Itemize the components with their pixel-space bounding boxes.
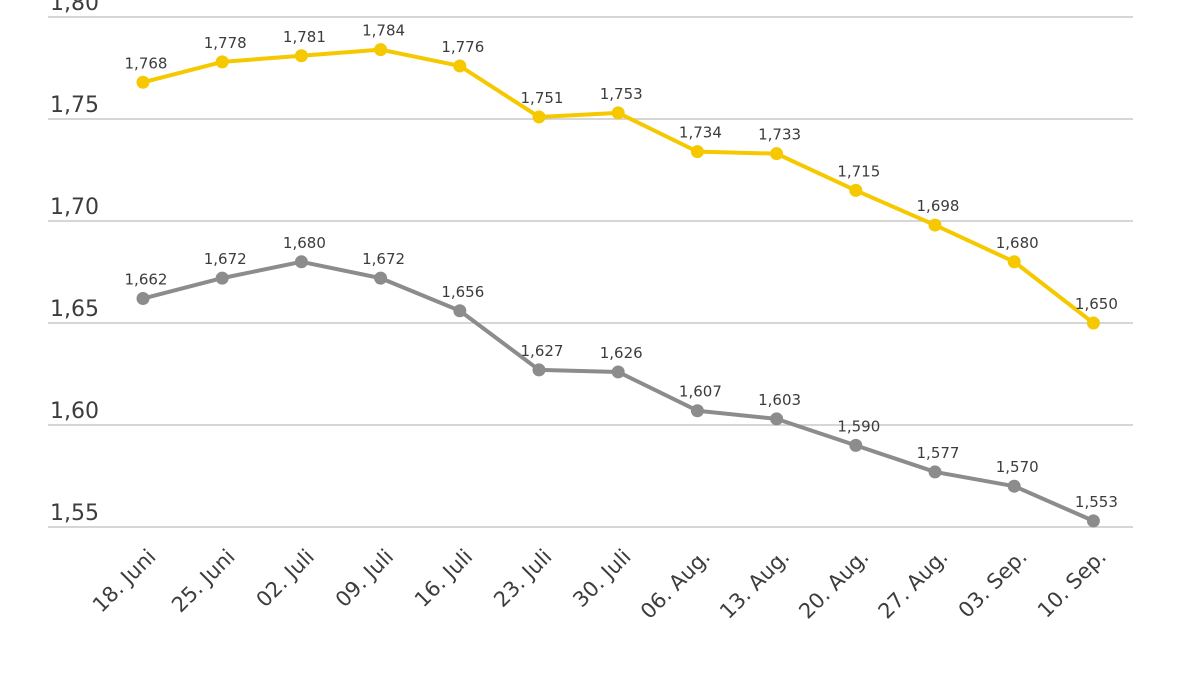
x-tick-label: 10. Sep. bbox=[1033, 545, 1111, 623]
y-tick-label: 1,55 bbox=[50, 501, 99, 526]
y-tick-label: 1,70 bbox=[50, 195, 99, 220]
data-point bbox=[1007, 479, 1021, 493]
data-label: 1,734 bbox=[679, 124, 722, 142]
data-label: 1,553 bbox=[1075, 493, 1118, 511]
y-tick-label: 1,75 bbox=[50, 93, 99, 118]
x-tick-label: 25. Juni bbox=[167, 545, 240, 618]
data-point bbox=[611, 365, 625, 379]
data-label: 1,627 bbox=[521, 342, 564, 360]
data-point bbox=[136, 292, 150, 306]
data-label: 1,607 bbox=[679, 383, 722, 401]
data-label: 1,778 bbox=[204, 34, 247, 52]
data-label: 1,662 bbox=[125, 271, 168, 289]
data-label: 1,672 bbox=[362, 250, 405, 268]
data-point bbox=[215, 271, 229, 285]
x-tick-label: 20. Aug. bbox=[794, 545, 873, 624]
data-label: 1,650 bbox=[1075, 295, 1118, 313]
data-label: 1,733 bbox=[758, 126, 801, 144]
x-axis: 18. Juni 25. Juni 02. Juli 09. Juli 16. Juli… bbox=[88, 545, 1111, 624]
data-point bbox=[532, 110, 546, 124]
data-label: 1,672 bbox=[204, 250, 247, 268]
x-tick-label: 27. Aug. bbox=[874, 545, 953, 624]
data-point bbox=[928, 218, 942, 232]
data-point bbox=[770, 147, 784, 161]
data-point bbox=[136, 75, 150, 89]
data-label: 1,570 bbox=[996, 458, 1039, 476]
data-point bbox=[849, 438, 863, 452]
x-tick-label: 18. Juni bbox=[88, 545, 161, 618]
gridlines bbox=[48, 16, 1133, 528]
data-label: 1,768 bbox=[125, 54, 168, 72]
y-tick-label: 1,80 bbox=[50, 0, 99, 16]
x-tick-label: 06. Aug. bbox=[636, 545, 715, 624]
y-axis: 1,55 1,60 1,65 1,70 1,75 1,80 bbox=[50, 0, 99, 526]
data-point bbox=[690, 404, 704, 418]
data-point bbox=[453, 304, 467, 318]
data-point bbox=[453, 59, 467, 73]
data-point bbox=[1086, 316, 1100, 330]
data-point bbox=[374, 271, 388, 285]
data-label: 1,715 bbox=[837, 162, 880, 180]
data-label: 1,626 bbox=[600, 344, 643, 362]
x-tick-label: 23. Juli bbox=[489, 545, 556, 612]
data-label: 1,751 bbox=[521, 89, 564, 107]
data-point bbox=[770, 412, 784, 426]
data-label: 1,698 bbox=[917, 197, 960, 215]
series-gray: 1,662 1,672 1,680 1,672 1,656 1,627 1,626 1,607… bbox=[125, 234, 1118, 528]
data-point bbox=[928, 465, 942, 479]
data-point bbox=[374, 43, 388, 57]
data-label: 1,603 bbox=[758, 391, 801, 409]
series-line bbox=[141, 259, 1096, 523]
y-tick-label: 1,60 bbox=[50, 399, 99, 424]
data-point bbox=[1086, 514, 1100, 528]
data-point bbox=[690, 145, 704, 159]
x-tick-label: 02. Juli bbox=[252, 545, 319, 612]
data-label: 1,656 bbox=[441, 283, 484, 301]
data-label: 1,680 bbox=[996, 234, 1039, 252]
data-label: 1,781 bbox=[283, 28, 326, 46]
x-tick-label: 30. Juli bbox=[568, 545, 635, 612]
data-label: 1,680 bbox=[283, 234, 326, 252]
data-point bbox=[1007, 255, 1021, 269]
x-tick-label: 16. Juli bbox=[410, 545, 477, 612]
data-point bbox=[532, 363, 546, 377]
series-group: 1,768 1,778 1,781 1,784 1,776 1,751 1,753 1,734… bbox=[125, 22, 1118, 528]
data-point bbox=[294, 255, 308, 269]
data-label: 1,590 bbox=[837, 417, 880, 435]
data-label: 1,776 bbox=[441, 38, 484, 56]
x-tick-label: 09. Juli bbox=[331, 545, 398, 612]
data-label: 1,784 bbox=[362, 22, 405, 40]
series-yellow: 1,768 1,778 1,781 1,784 1,776 1,751 1,753 1,734… bbox=[125, 22, 1118, 330]
data-point bbox=[294, 49, 308, 63]
x-tick-label: 03. Sep. bbox=[954, 545, 1032, 623]
data-point bbox=[215, 55, 229, 69]
data-point bbox=[611, 106, 625, 120]
x-tick-label: 13. Aug. bbox=[715, 545, 794, 624]
data-point bbox=[849, 183, 863, 197]
y-tick-label: 1,65 bbox=[50, 297, 99, 322]
data-label: 1,577 bbox=[917, 444, 960, 462]
data-label: 1,753 bbox=[600, 85, 643, 103]
